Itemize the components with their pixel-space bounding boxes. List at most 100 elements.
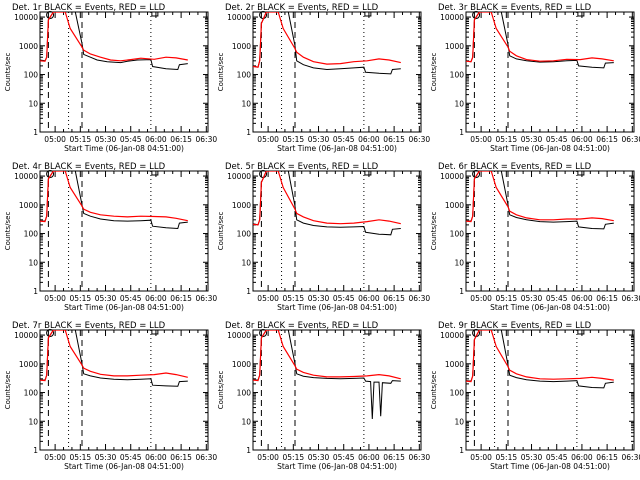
y-tick-label: 10000	[14, 331, 38, 340]
panel-title: Det. 8r BLACK = Events, RED = LLD	[225, 321, 379, 331]
x-axis-label: Start Time (06-Jan-08 04:51:00)	[64, 144, 184, 153]
top-square-marker	[151, 11, 159, 17]
panel-title: Det. 3r BLACK = Events, RED = LLD	[438, 3, 592, 13]
x-tick-label: 05:30	[308, 453, 330, 462]
top-square-marker	[577, 11, 585, 17]
x-tick-label: 05:45	[120, 135, 142, 144]
y-tick-label: 1	[33, 287, 38, 296]
y-tick-label: 100	[450, 389, 465, 398]
x-tick-label: 06:15	[383, 135, 405, 144]
lld-series-line	[40, 330, 188, 382]
x-tick-label: 05:30	[308, 294, 330, 303]
x-tick-label: 06:00	[145, 294, 167, 303]
x-tick-label: 05:00	[44, 453, 66, 462]
panel-title: Det. 7r BLACK = Events, RED = LLD	[12, 321, 166, 331]
y-tick-label: 10000	[14, 172, 38, 181]
plot-frame	[39, 170, 209, 292]
plot-frame	[252, 11, 422, 133]
plot-frame	[465, 329, 635, 451]
detector-panel-6: Det. 6r BLACK = Events, RED = LLD 1 10 100 1…	[430, 162, 640, 312]
y-tick-label: 1	[246, 287, 251, 296]
y-tick-label: 1000	[19, 42, 38, 51]
x-tick-label: 05:45	[120, 453, 142, 462]
x-tick-label: 06:30	[409, 135, 431, 144]
x-tick-label: 05:15	[70, 135, 92, 144]
lld-series-line	[40, 12, 188, 62]
y-tick-label: 100	[237, 389, 252, 398]
x-tick-label: 06:30	[622, 135, 640, 144]
y-tick-label: 10000	[440, 331, 464, 340]
x-tick-label: 05:45	[546, 453, 568, 462]
x-tick-label: 06:00	[358, 135, 380, 144]
x-tick-label: 05:45	[546, 294, 568, 303]
panel-title: Det. 5r BLACK = Events, RED = LLD	[225, 162, 379, 172]
top-square-marker	[151, 170, 159, 176]
y-tick-label: 1000	[232, 360, 251, 369]
x-tick-label: 05:30	[521, 294, 543, 303]
plot-frame	[39, 11, 209, 133]
top-square-marker	[364, 329, 372, 335]
y-tick-label: 1000	[445, 42, 464, 51]
lld-series-line	[40, 171, 188, 223]
detector-panel-3: Det. 3r BLACK = Events, RED = LLD 1 10 100 1…	[430, 3, 640, 153]
y-tick-label: 100	[450, 230, 465, 239]
y-axis-label: Counts/sec	[217, 371, 225, 410]
detector-panel-1: Det. 1r BLACK = Events, RED = LLD 1 10 100 1…	[4, 3, 217, 153]
x-tick-label: 06:00	[571, 294, 593, 303]
x-axis-label: Start Time (06-Jan-08 04:51:00)	[490, 303, 610, 312]
x-tick-label: 06:00	[358, 453, 380, 462]
x-axis-label: Start Time (06-Jan-08 04:51:00)	[277, 303, 397, 312]
y-tick-label: 1000	[445, 201, 464, 210]
y-tick-label: 1000	[232, 42, 251, 51]
y-tick-label: 10000	[227, 13, 251, 22]
y-tick-label: 100	[237, 71, 252, 80]
y-tick-label: 1000	[19, 360, 38, 369]
x-tick-label: 06:30	[409, 453, 431, 462]
y-tick-label: 1	[459, 446, 464, 455]
x-tick-label: 06:15	[596, 294, 618, 303]
x-tick-label: 06:15	[170, 294, 192, 303]
y-tick-label: 1	[246, 128, 251, 137]
plot-frame	[252, 170, 422, 292]
x-tick-label: 06:30	[409, 294, 431, 303]
x-tick-label: 05:00	[470, 135, 492, 144]
y-axis-label: Counts/sec	[430, 212, 438, 251]
x-tick-label: 05:15	[283, 135, 305, 144]
y-tick-label: 10	[241, 258, 251, 267]
top-square-marker	[577, 170, 585, 176]
panel-title: Det. 2r BLACK = Events, RED = LLD	[225, 3, 379, 13]
y-tick-label: 1	[33, 446, 38, 455]
x-tick-label: 05:00	[257, 294, 279, 303]
x-tick-label: 06:30	[196, 453, 218, 462]
y-tick-label: 1	[33, 128, 38, 137]
plot-frame	[252, 329, 422, 451]
y-tick-label: 10	[241, 99, 251, 108]
detector-panel-8: Det. 8r BLACK = Events, RED = LLD 1 10 100 1…	[217, 321, 430, 471]
panel-title: Det. 6r BLACK = Events, RED = LLD	[438, 162, 592, 172]
y-tick-label: 10000	[227, 172, 251, 181]
x-tick-label: 06:15	[170, 453, 192, 462]
top-circle-marker	[46, 329, 55, 337]
x-tick-label: 06:15	[383, 453, 405, 462]
y-tick-label: 1	[459, 287, 464, 296]
x-tick-label: 06:30	[622, 453, 640, 462]
plot-frame	[465, 11, 635, 133]
y-tick-label: 1000	[445, 360, 464, 369]
y-tick-label: 10000	[227, 331, 251, 340]
y-tick-label: 1000	[232, 201, 251, 210]
y-tick-label: 10	[28, 417, 38, 426]
y-tick-label: 100	[237, 230, 252, 239]
x-tick-label: 05:45	[333, 135, 355, 144]
x-tick-label: 06:15	[383, 294, 405, 303]
x-tick-label: 05:30	[95, 135, 117, 144]
top-square-marker	[364, 11, 372, 17]
detector-panel-9: Det. 9r BLACK = Events, RED = LLD 1 10 100 1…	[430, 321, 640, 471]
y-tick-label: 10000	[14, 13, 38, 22]
y-tick-label: 100	[450, 71, 465, 80]
detector-panel-2: Det. 2r BLACK = Events, RED = LLD 1 10 100 1…	[217, 3, 430, 153]
lld-series-line	[253, 171, 401, 226]
x-tick-label: 05:15	[283, 294, 305, 303]
lld-series-line	[253, 330, 401, 382]
y-axis-label: Counts/sec	[217, 53, 225, 92]
